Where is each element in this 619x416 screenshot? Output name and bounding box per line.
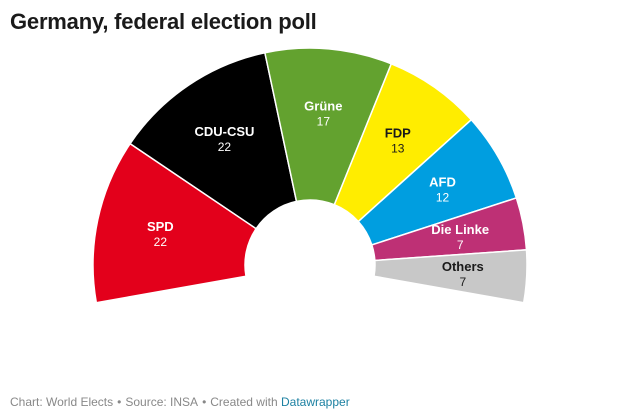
footer-separator: • xyxy=(202,395,207,409)
slice-cdu-csu xyxy=(129,51,298,230)
chart-title: Germany, federal election poll xyxy=(10,9,317,34)
slice-spd xyxy=(92,142,258,304)
slice-value-cdu-csu: 22 xyxy=(218,140,232,154)
slice-value-others: 7 xyxy=(459,275,466,289)
slice-label-spd: SPD xyxy=(147,219,174,234)
slice-value-afd: 12 xyxy=(436,191,450,205)
chart-footer: Chart: World Elects • Source: INSA • Created… xyxy=(10,395,350,409)
slice-label-others: Others xyxy=(442,259,484,274)
slice-label-afd: AFD xyxy=(429,175,456,190)
slice-value-fdp: 13 xyxy=(391,142,405,156)
slice-grune xyxy=(263,47,393,206)
slice-value-spd: 22 xyxy=(154,235,168,249)
slice-label-die-linke: Die Linke xyxy=(431,222,489,237)
slice-others xyxy=(373,249,528,304)
datawrapper-link[interactable]: Datawrapper xyxy=(280,395,350,409)
footer-credit: Chart: World Elects xyxy=(10,395,114,409)
slice-label-cdu-csu: CDU-CSU xyxy=(194,124,254,139)
chart-slices xyxy=(92,47,528,304)
slice-label-grune: Grüne xyxy=(304,99,342,114)
slice-label-fdp: FDP xyxy=(385,126,411,141)
footer-created-with: Created with xyxy=(210,395,278,409)
slice-value-die-linke: 7 xyxy=(457,238,464,252)
footer-separator: • xyxy=(117,395,122,409)
slice-value-grune: 17 xyxy=(317,115,331,129)
footer-source: Source: INSA xyxy=(125,395,199,409)
